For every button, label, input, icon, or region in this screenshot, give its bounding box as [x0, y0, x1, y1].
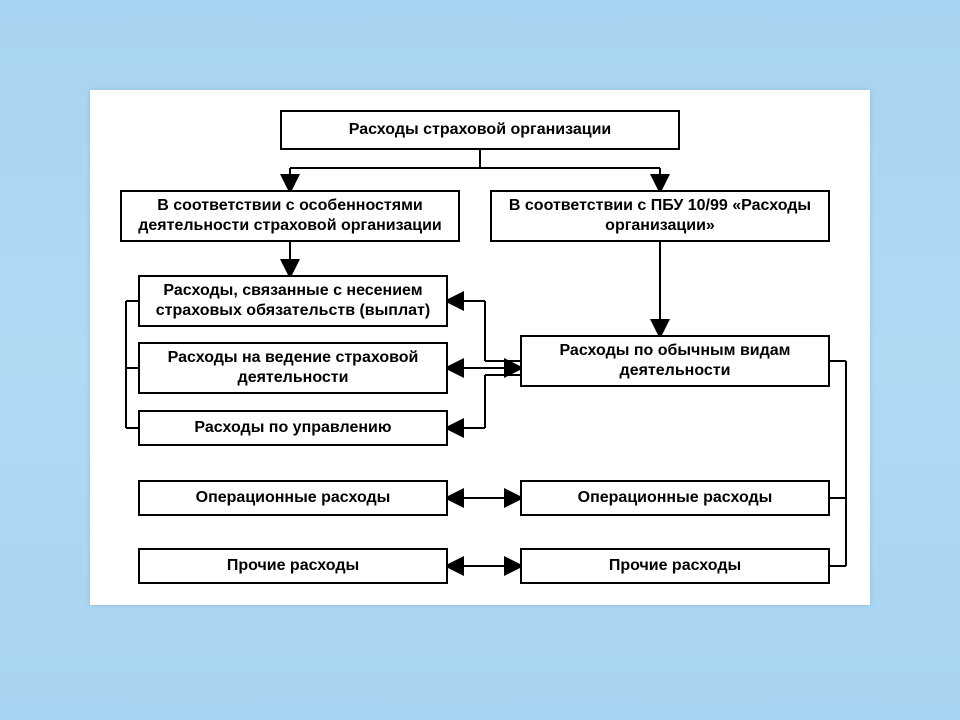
node-r-oth: Прочие расходы [520, 548, 830, 584]
node-label: Расходы, связанные с несением страховых … [146, 281, 440, 321]
node-l-op: Операционные расходы [138, 480, 448, 516]
node-r-a: Расходы по обычным видам деятельности [520, 335, 830, 387]
node-l-b: Расходы на ведение страховой деятельност… [138, 342, 448, 394]
node-label: Расходы по обычным видам деятельности [528, 341, 822, 381]
node-label: В соответствии с особенностями деятельно… [128, 196, 452, 236]
node-label: Расходы на ведение страховой деятельност… [146, 348, 440, 388]
node-r-op: Операционные расходы [520, 480, 830, 516]
node-label: Расходы страховой организации [349, 120, 612, 140]
node-label: Операционные расходы [578, 488, 773, 508]
node-left1: В соответствии с особенностями деятельно… [120, 190, 460, 242]
node-right1: В соответствии с ПБУ 10/99 «Расходы орга… [490, 190, 830, 242]
node-l-oth: Прочие расходы [138, 548, 448, 584]
node-root: Расходы страховой организации [280, 110, 680, 150]
diagram-paper: Расходы страховой организации В соответс… [90, 90, 870, 605]
node-l-c: Расходы по управлению [138, 410, 448, 446]
node-label: Расходы по управлению [194, 418, 391, 438]
node-l-a: Расходы, связанные с несением страховых … [138, 275, 448, 327]
node-label: Операционные расходы [196, 488, 391, 508]
node-label: Прочие расходы [227, 556, 359, 576]
node-label: В соответствии с ПБУ 10/99 «Расходы орга… [498, 196, 822, 236]
node-label: Прочие расходы [609, 556, 741, 576]
